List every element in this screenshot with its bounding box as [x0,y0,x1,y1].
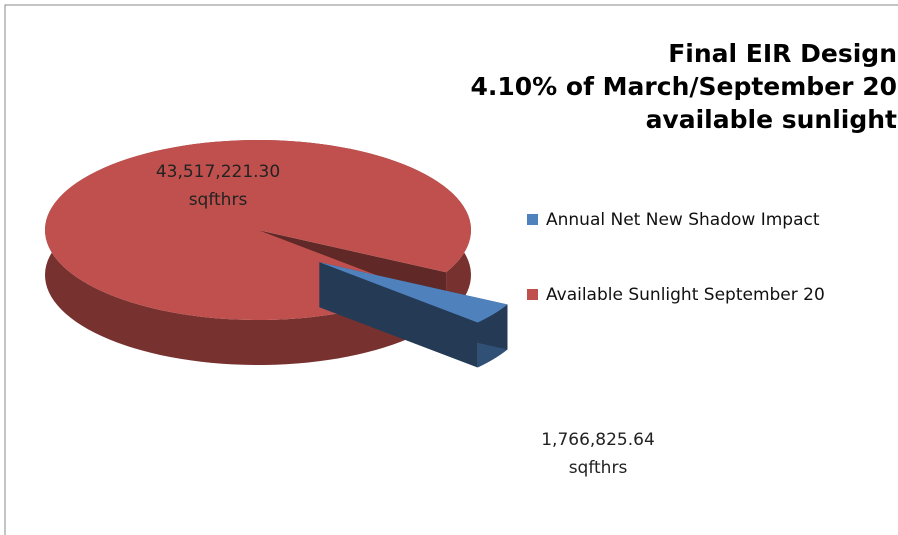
data-label-line: 1,766,825.64 [541,430,655,450]
legend-swatch [527,289,538,300]
data-label-line: sqfthrs [189,190,248,210]
legend-label: Available Sunlight September 20 [546,285,825,305]
chart-title: 4.10% of March/September 20 [470,72,897,101]
pie-slice-wall [319,262,478,368]
legend-swatch [527,214,538,225]
legend-label: Annual Net New Shadow Impact [546,210,820,230]
data-label-line: sqfthrs [569,458,628,478]
data-label: 1,766,825.64 sqfthrs [541,430,655,478]
chart-title: Final EIR Design [668,39,897,68]
data-label-line: 43,517,221.30 [156,162,280,182]
pie-slice [319,262,508,323]
chart-title: available sunlight [646,105,897,134]
data-label: 43,517,221.30 sqfthrs [156,162,280,210]
